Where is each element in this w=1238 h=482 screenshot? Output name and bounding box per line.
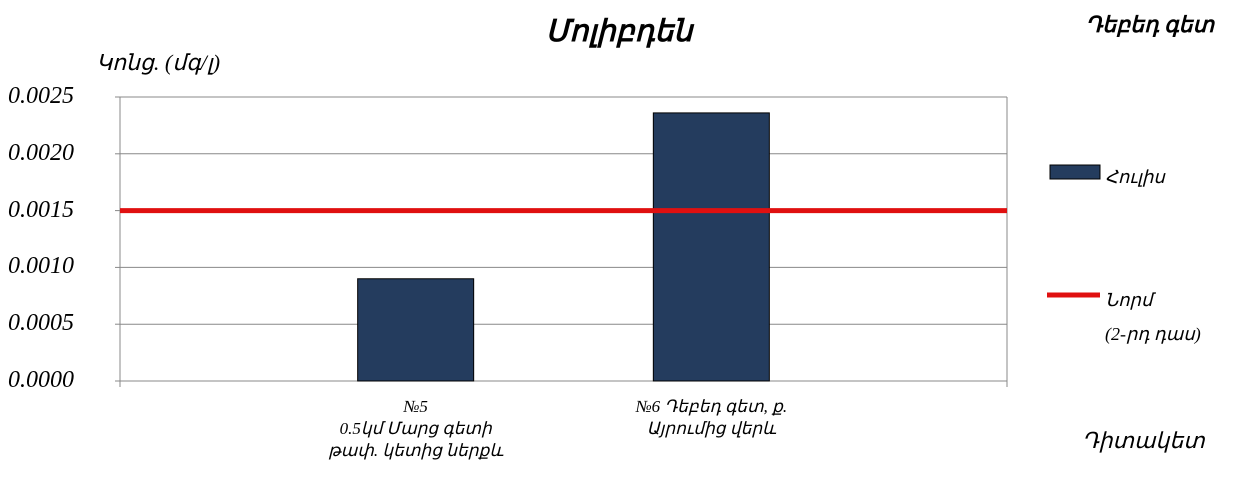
y-axis-label: Կոնց. (մգ/լ) — [96, 50, 221, 75]
y-tick-label: 0.0010 — [8, 253, 74, 280]
legend-label: Հուլիս — [1105, 167, 1165, 187]
bar — [652, 112, 770, 382]
chart-title: Մոլիբդեն — [545, 15, 693, 48]
x-tick-label: №6 Դեբեդ գետ, ք. Այրումից վերև — [635, 397, 788, 438]
y-tick-label: 0.0005 — [8, 310, 74, 337]
y-tick-label: 0.0015 — [8, 196, 74, 223]
chart-subtitle: Դեբեդ գետ — [1085, 12, 1214, 37]
y-tick-label: 0.0025 — [8, 83, 74, 109]
legend-swatch — [1049, 164, 1101, 180]
x-tick-label: №5 0.5կմ Մարց գետի թափ. կետից ներքև — [328, 397, 504, 460]
bar — [357, 278, 475, 382]
legend-label: Նորմ (2-րդ դաս) — [1105, 290, 1201, 344]
y-tick-label: 0.0020 — [8, 139, 74, 166]
y-tick-label: 0.0000 — [8, 367, 74, 393]
x-axis-label: Դիտակետ — [1082, 428, 1205, 453]
